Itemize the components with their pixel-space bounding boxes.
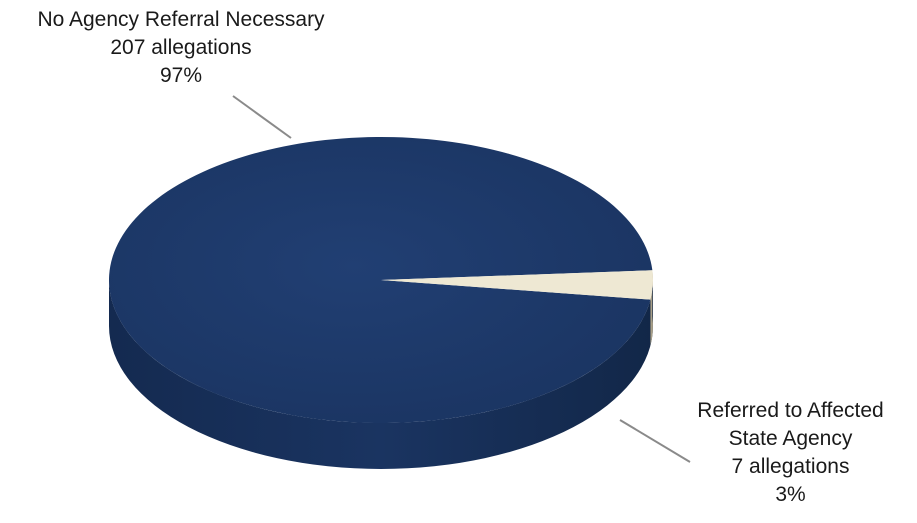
slice-referred bbox=[381, 270, 653, 300]
leader-line-referred bbox=[619, 419, 691, 463]
slice-side-referred bbox=[650, 270, 653, 346]
slice-count-text: 207 allegations bbox=[110, 36, 252, 59]
pie-side-wall bbox=[109, 280, 653, 469]
slice-no-referral bbox=[109, 137, 653, 424]
slice-count-text: 7 allegations bbox=[731, 455, 850, 478]
slice-percent-text: 3% bbox=[775, 483, 806, 506]
leader-line-no-referral bbox=[232, 95, 292, 139]
slice-label-text: Referred to Affected State Agency bbox=[697, 399, 884, 450]
slice-percent-text: 97% bbox=[159, 64, 203, 87]
data-label-referred: Referred to Affected State Agency 7 alleg… bbox=[668, 397, 913, 509]
slice-label-text: No Agency Referral Necessary bbox=[37, 8, 325, 31]
data-label-no-referral: No Agency Referral Necessary 207 allegat… bbox=[0, 6, 362, 90]
